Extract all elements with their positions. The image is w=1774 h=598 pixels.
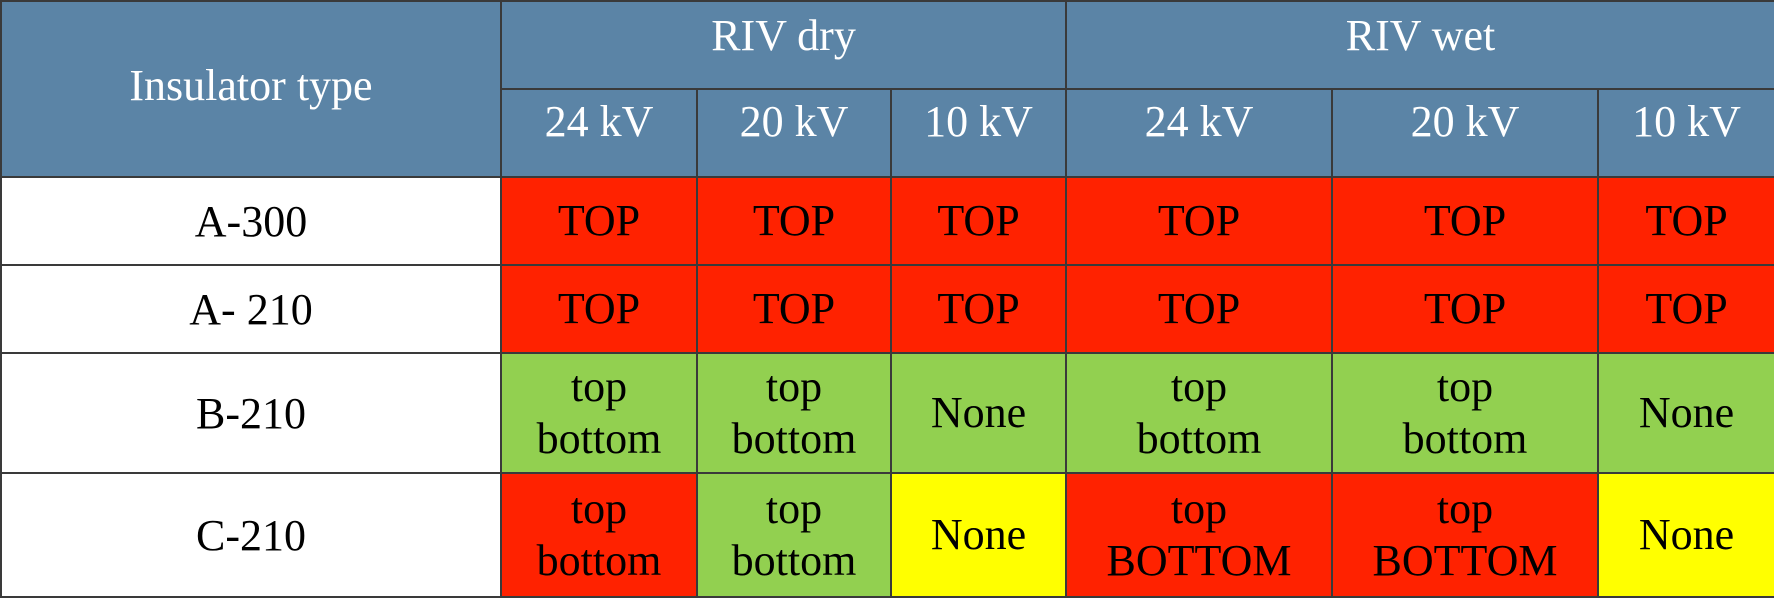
result-cell: TOP xyxy=(696,264,892,354)
insulator-type-header: Insulator type xyxy=(0,0,502,178)
result-cell-line: BOTTOM xyxy=(1106,536,1292,585)
result-cell: TOP xyxy=(500,264,698,354)
result-cell-line: TOP xyxy=(557,284,641,333)
insulator-type-cell: A- 210 xyxy=(0,264,502,354)
result-cell-line: top xyxy=(570,362,628,411)
table-row: B-210 top bottom top bottom None top bottom top b… xyxy=(0,352,1774,474)
result-cell: None xyxy=(1597,352,1774,474)
result-cell: TOP xyxy=(889,264,1068,354)
result-cell: None xyxy=(889,352,1068,474)
result-cell-line: top xyxy=(570,484,628,533)
result-cell: TOP xyxy=(1331,264,1600,354)
result-cell-line: None xyxy=(1638,388,1735,437)
result-cell: TOP xyxy=(696,176,892,266)
result-cell: None xyxy=(889,472,1068,598)
result-cell: TOP xyxy=(1065,264,1334,354)
result-cell-line: top xyxy=(765,484,823,533)
result-cell-line: None xyxy=(930,388,1027,437)
result-cell-line: None xyxy=(930,510,1027,559)
result-cell: TOP xyxy=(889,176,1068,266)
insulator-type-cell: C-210 xyxy=(0,472,502,598)
result-cell-line: top xyxy=(1170,484,1228,533)
voltage-header-wet-10: 10 kV xyxy=(1597,88,1774,178)
table-row: A- 210 TOP TOP TOP TOP TOP TOP xyxy=(0,264,1774,354)
result-cell-line: TOP xyxy=(1645,284,1728,333)
result-cell-line: TOP xyxy=(752,284,836,333)
result-cell-line: BOTTOM xyxy=(1372,536,1558,585)
result-cell: top BOTTOM xyxy=(1331,472,1600,598)
result-cell-line: None xyxy=(1638,510,1735,559)
result-cell: TOP xyxy=(1597,264,1774,354)
result-cell-line: bottom xyxy=(1402,414,1528,463)
result-cell: TOP xyxy=(1597,176,1774,266)
result-cell-line: TOP xyxy=(557,196,641,245)
result-cell-line: bottom xyxy=(1136,414,1262,463)
table-row: C-210 top bottom top bottom None top BOTTOM top B… xyxy=(0,472,1774,598)
insulator-type-cell: A-300 xyxy=(0,176,502,266)
result-cell-line: top xyxy=(1170,362,1228,411)
result-cell-line: TOP xyxy=(1157,196,1241,245)
voltage-header-dry-20: 20 kV xyxy=(696,88,892,178)
result-cell: top BOTTOM xyxy=(1065,472,1334,598)
result-cell-line: TOP xyxy=(752,196,836,245)
result-cell: top bottom xyxy=(696,352,892,474)
header-row-voltages: 24 kV 20 kV 10 kV 24 kV 20 kV 10 kV xyxy=(1,88,1774,178)
result-cell: top bottom xyxy=(696,472,892,598)
result-cell-line: TOP xyxy=(1157,284,1241,333)
result-cell-line: TOP xyxy=(937,284,1020,333)
result-cell-line: top xyxy=(1436,484,1494,533)
result-cell-line: bottom xyxy=(731,536,857,585)
result-cell-line: top xyxy=(765,362,823,411)
result-cell-line: TOP xyxy=(1423,196,1507,245)
result-cell: TOP xyxy=(1331,176,1600,266)
voltage-header-dry-24: 24 kV xyxy=(500,88,698,178)
result-cell: top bottom xyxy=(1331,352,1600,474)
result-cell-line: top xyxy=(1436,362,1494,411)
result-cell: top bottom xyxy=(500,352,698,474)
voltage-header-wet-20: 20 kV xyxy=(1331,88,1600,178)
result-cell-line: TOP xyxy=(937,196,1020,245)
result-cell-line: TOP xyxy=(1645,196,1728,245)
result-cell: TOP xyxy=(1065,176,1334,266)
header-row-groups: Insulator type RIV dry RIV wet xyxy=(0,0,1774,178)
result-cell: top bottom xyxy=(500,472,698,598)
riv-wet-header: RIV wet xyxy=(1065,0,1774,90)
table-row: A-300 TOP TOP TOP TOP TOP TOP xyxy=(0,176,1774,266)
result-cell-line: bottom xyxy=(536,536,662,585)
result-cell: TOP xyxy=(500,176,698,266)
insulator-type-cell: B-210 xyxy=(0,352,502,474)
result-cell: None xyxy=(1597,472,1774,598)
result-cell-line: TOP xyxy=(1423,284,1507,333)
result-cell-line: bottom xyxy=(536,414,662,463)
voltage-header-dry-10: 10 kV xyxy=(889,88,1068,178)
riv-dry-header: RIV dry xyxy=(499,0,1068,90)
result-cell-line: bottom xyxy=(731,414,857,463)
voltage-header-wet-24: 24 kV xyxy=(1065,88,1334,178)
result-cell: top bottom xyxy=(1065,352,1334,474)
